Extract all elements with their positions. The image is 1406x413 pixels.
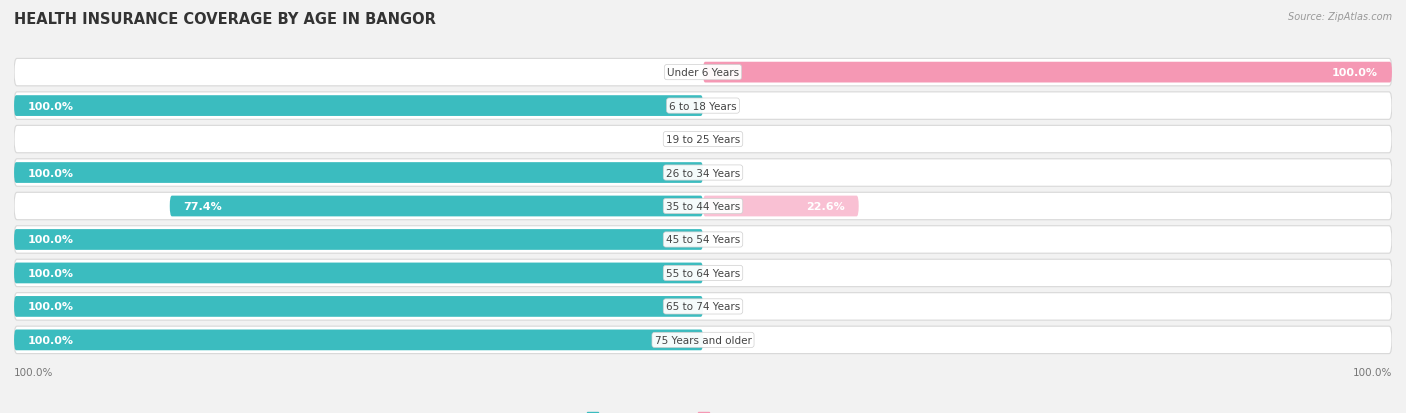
FancyBboxPatch shape: [703, 196, 859, 217]
Text: 77.4%: 77.4%: [184, 202, 222, 211]
Text: Under 6 Years: Under 6 Years: [666, 68, 740, 78]
FancyBboxPatch shape: [14, 226, 1392, 254]
Text: 6 to 18 Years: 6 to 18 Years: [669, 101, 737, 112]
FancyBboxPatch shape: [14, 96, 703, 117]
Text: 55 to 64 Years: 55 to 64 Years: [666, 268, 740, 278]
FancyBboxPatch shape: [14, 93, 1392, 120]
FancyBboxPatch shape: [14, 326, 1392, 354]
Text: 100.0%: 100.0%: [28, 168, 75, 178]
FancyBboxPatch shape: [14, 193, 1392, 220]
Text: 100.0%: 100.0%: [28, 301, 75, 312]
FancyBboxPatch shape: [14, 230, 703, 250]
Text: 65 to 74 Years: 65 to 74 Years: [666, 301, 740, 312]
FancyBboxPatch shape: [14, 296, 703, 317]
Text: 100.0%: 100.0%: [28, 335, 75, 345]
Text: 75 Years and older: 75 Years and older: [655, 335, 751, 345]
FancyBboxPatch shape: [703, 63, 1392, 83]
Text: 45 to 54 Years: 45 to 54 Years: [666, 235, 740, 245]
Text: 100.0%: 100.0%: [14, 368, 53, 377]
FancyBboxPatch shape: [14, 293, 1392, 320]
Text: Source: ZipAtlas.com: Source: ZipAtlas.com: [1288, 12, 1392, 22]
FancyBboxPatch shape: [14, 330, 703, 350]
Legend: With Coverage, Without Coverage: With Coverage, Without Coverage: [582, 408, 824, 413]
FancyBboxPatch shape: [14, 263, 703, 284]
FancyBboxPatch shape: [14, 59, 1392, 87]
Text: HEALTH INSURANCE COVERAGE BY AGE IN BANGOR: HEALTH INSURANCE COVERAGE BY AGE IN BANG…: [14, 12, 436, 27]
FancyBboxPatch shape: [14, 260, 1392, 287]
Text: 22.6%: 22.6%: [806, 202, 845, 211]
Text: 35 to 44 Years: 35 to 44 Years: [666, 202, 740, 211]
Text: 100.0%: 100.0%: [28, 268, 75, 278]
Text: 100.0%: 100.0%: [1353, 368, 1392, 377]
Text: 26 to 34 Years: 26 to 34 Years: [666, 168, 740, 178]
FancyBboxPatch shape: [14, 126, 1392, 153]
Text: 19 to 25 Years: 19 to 25 Years: [666, 135, 740, 145]
Text: 100.0%: 100.0%: [28, 101, 75, 112]
FancyBboxPatch shape: [14, 163, 703, 183]
Text: 100.0%: 100.0%: [1331, 68, 1378, 78]
FancyBboxPatch shape: [14, 159, 1392, 187]
Text: 100.0%: 100.0%: [28, 235, 75, 245]
FancyBboxPatch shape: [170, 196, 703, 217]
